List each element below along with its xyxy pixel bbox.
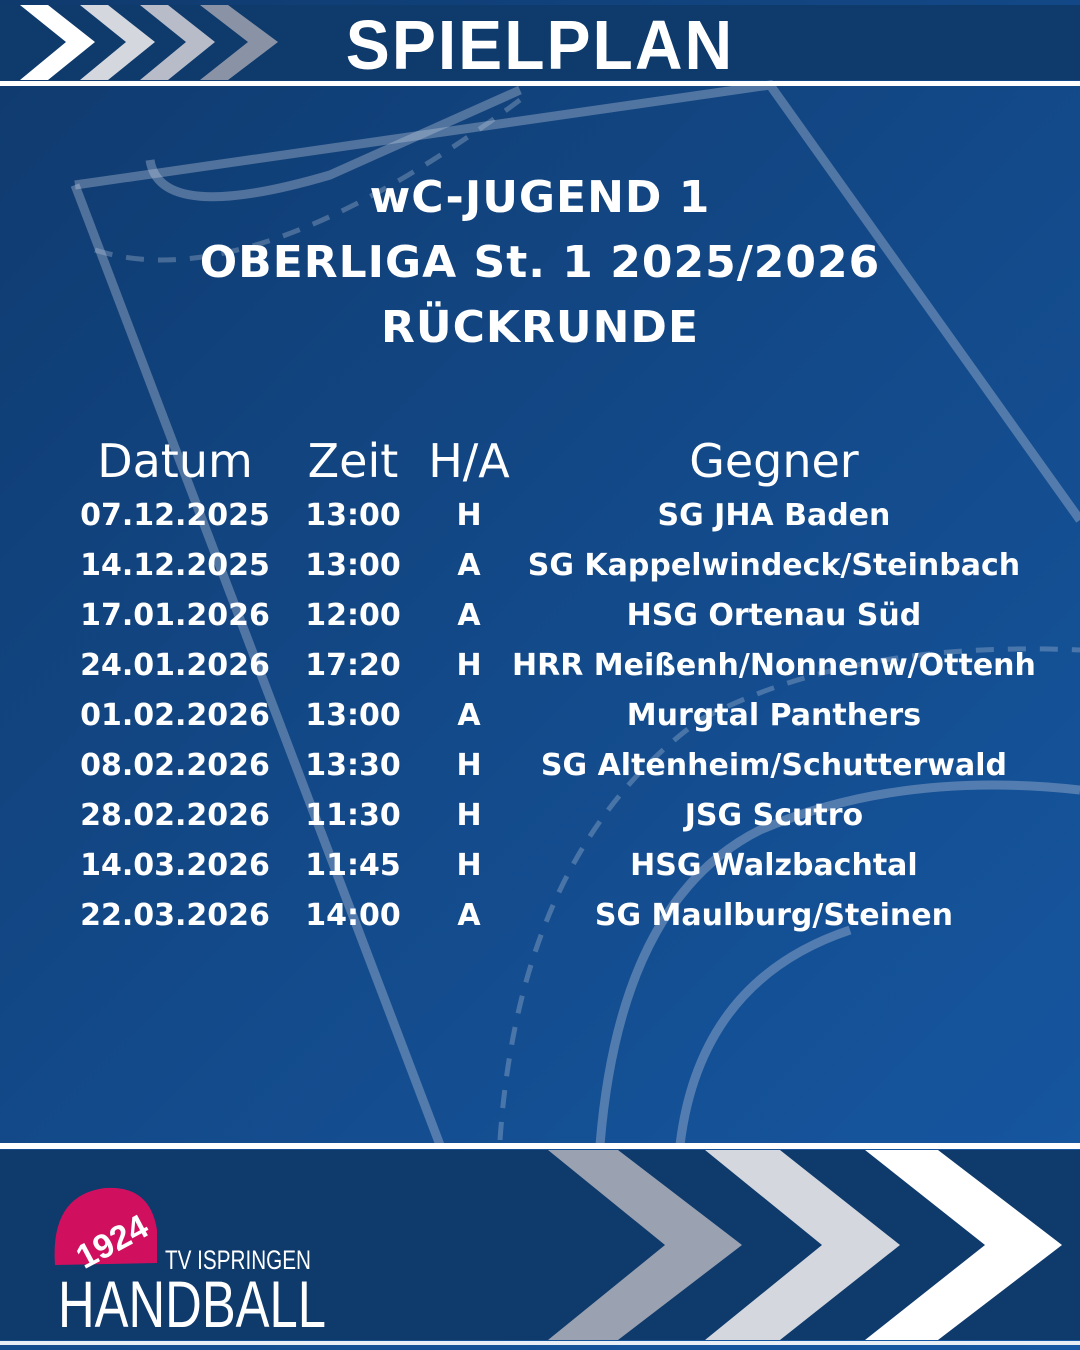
row-home-away: A bbox=[457, 897, 481, 933]
chevrons-icon bbox=[20, 5, 278, 80]
row-home-away: A bbox=[457, 597, 481, 633]
logo-club: TV ISPRINGEN bbox=[165, 1245, 311, 1275]
row-opponent: HSG Ortenau Süd bbox=[626, 597, 922, 633]
header-home-away: H/A bbox=[428, 434, 510, 488]
row-opponent: Murgtal Panthers bbox=[626, 697, 922, 733]
row-time: 13:00 bbox=[305, 497, 401, 533]
header-date: Datum bbox=[97, 434, 253, 488]
table-header: Datum Zeit H/A Gegner bbox=[70, 432, 1036, 490]
table-row: 22.03.2026 14:00 A SG Maulburg/Steinen bbox=[70, 890, 1036, 940]
row-time: 13:00 bbox=[305, 697, 401, 733]
table-row: 14.12.2025 13:00 A SG Kappelwindeck/Steinba… bbox=[70, 540, 1036, 590]
row-time: 14:00 bbox=[305, 897, 401, 933]
table-row: 08.02.2026 13:30 H SG Altenheim/Schutterwal… bbox=[70, 740, 1036, 790]
row-date: 17.01.2026 bbox=[80, 597, 270, 633]
row-home-away: H bbox=[456, 747, 482, 783]
row-time: 12:00 bbox=[305, 597, 401, 633]
row-opponent: HSG Walzbachtal bbox=[630, 847, 918, 883]
row-date: 08.02.2026 bbox=[80, 747, 270, 783]
row-opponent: SG JHA Baden bbox=[657, 497, 891, 533]
row-opponent: SG Kappelwindeck/Steinbach bbox=[527, 547, 1021, 583]
row-time: 13:00 bbox=[305, 547, 401, 583]
row-home-away: A bbox=[457, 697, 481, 733]
table-row: 14.03.2026 11:45 H HSG Walzbachtal bbox=[70, 840, 1036, 890]
row-opponent: SG Altenheim/Schutterwald bbox=[540, 747, 1007, 783]
row-date: 14.03.2026 bbox=[80, 847, 270, 883]
row-date: 14.12.2025 bbox=[80, 547, 270, 583]
header-time: Zeit bbox=[307, 434, 399, 488]
row-date: 07.12.2025 bbox=[80, 497, 270, 533]
club-logo: 1924 TV ISPRINGEN HANDBALL bbox=[54, 1187, 326, 1335]
league-name: OBERLIGA St. 1 2025/2026 bbox=[199, 237, 881, 288]
round-name: RÜCKRUNDE bbox=[380, 302, 699, 353]
row-home-away: H bbox=[456, 847, 482, 883]
table-row: 01.02.2026 13:00 A Murgtal Panthers bbox=[70, 690, 1036, 740]
table-row: 07.12.2025 13:00 H SG JHA Baden bbox=[70, 490, 1036, 540]
team-name: wC-JUGEND 1 bbox=[369, 172, 711, 223]
header-band: SPIELPLAN bbox=[0, 5, 1080, 84]
chevrons-icon bbox=[548, 1150, 1062, 1340]
row-date: 01.02.2026 bbox=[80, 697, 270, 733]
row-date: 28.02.2026 bbox=[80, 797, 270, 833]
table-row: 24.01.2026 17:20 H HRR Meißenh/Nonnenw/Otte… bbox=[70, 640, 1036, 690]
row-home-away: H bbox=[456, 647, 482, 683]
row-opponent: JSG Scutro bbox=[684, 797, 864, 833]
logo-sport: HANDBALL bbox=[58, 1267, 326, 1335]
page-title: SPIELPLAN bbox=[345, 6, 735, 84]
row-time: 17:20 bbox=[305, 647, 401, 683]
footer-band bbox=[0, 1150, 1080, 1340]
table-row: 28.02.2026 11:30 H JSG Scutro bbox=[70, 790, 1036, 840]
row-opponent: HRR Meißenh/Nonnenw/Ottenh bbox=[512, 647, 1036, 683]
row-home-away: A bbox=[457, 547, 481, 583]
schedule-table: Datum Zeit H/A Gegner 07.12.2025 13:00 H SG… bbox=[70, 432, 1036, 940]
row-time: 13:30 bbox=[305, 747, 401, 783]
row-opponent: SG Maulburg/Steinen bbox=[594, 897, 953, 933]
row-date: 22.03.2026 bbox=[80, 897, 270, 933]
divider bbox=[0, 1341, 1080, 1345]
header-opponent: Gegner bbox=[689, 434, 859, 488]
divider bbox=[0, 1143, 1080, 1149]
table-row: 17.01.2026 12:00 A HSG Ortenau Süd bbox=[70, 590, 1036, 640]
row-time: 11:45 bbox=[305, 847, 401, 883]
row-date: 24.01.2026 bbox=[80, 647, 270, 683]
row-home-away: H bbox=[456, 797, 482, 833]
row-time: 11:30 bbox=[305, 797, 401, 833]
row-home-away: H bbox=[456, 497, 482, 533]
divider bbox=[0, 81, 1080, 86]
